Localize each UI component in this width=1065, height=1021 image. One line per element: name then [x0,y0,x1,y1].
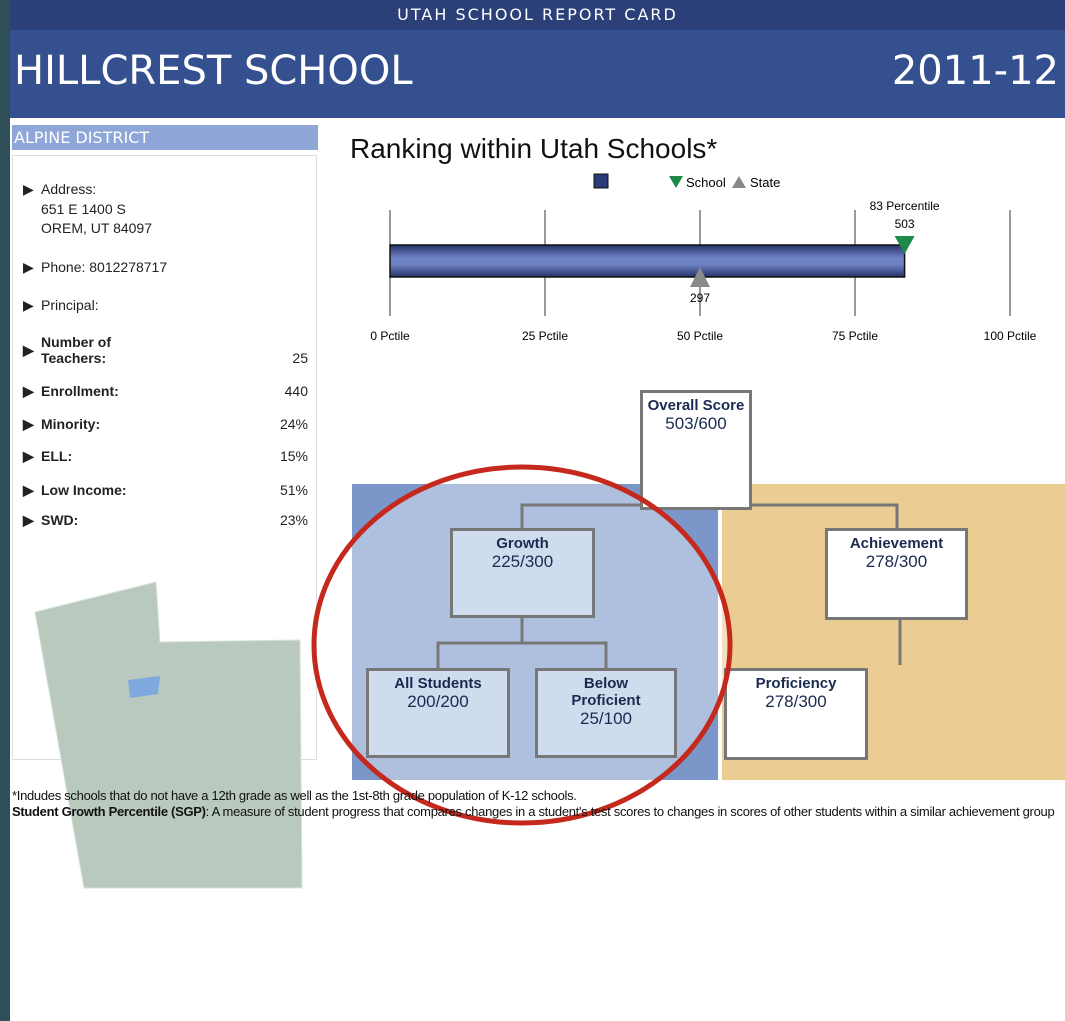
sgp-note: Student Growth Percentile (SGP): A measu… [12,804,1062,820]
phone-label: Phone: [41,259,86,275]
district-highlight [128,676,160,698]
stat-value: 24% [279,416,308,432]
title-band: HILLCREST SCHOOL 2011-12 [10,30,1065,118]
tick-label: 0 Pctile [370,329,410,343]
stat-label: Enrollment: [41,383,119,399]
node-score: 278/300 [765,692,827,711]
stat-value: 51% [279,482,308,498]
utah-map [34,581,303,889]
legend-state: State [750,175,780,190]
overall-box: Overall Score 503/600 [640,390,752,510]
node-label: Overall Score [647,397,745,414]
stat-label: ELL: [41,448,73,464]
below-proficient-box: Below Proficient 25/100 [535,668,677,758]
legend-swatch [593,173,609,189]
school-marker [894,236,915,254]
sgp-term: Student Growth Percentile (SGP) [12,804,206,819]
tick-label: 25 Pctile [522,329,568,343]
stat-label: SWD: [41,512,79,528]
node-label: All Students [394,675,482,692]
stat-label: Low Income: [41,482,127,498]
stat-value: 25 [292,350,308,366]
school-score: 503 [895,217,915,231]
address-line-text: OREM, UT 84097 [41,220,153,236]
stat-value: 23% [279,512,308,528]
node-score: 278/300 [865,552,928,571]
tick-label: 50 Pctile [677,329,723,343]
phone-value: 8012278717 [89,259,168,275]
state-score: 297 [690,291,710,305]
address-label: Address: [41,181,97,197]
node-score: 25/100 [580,709,632,728]
footnote: *Indudes schools that do not have a 12th… [12,788,577,803]
node-score: 225/300 [491,552,554,571]
stat-value: 440 [284,383,308,399]
stat-value: 15% [279,448,308,464]
all-students-box: All Students 200/200 [366,668,510,758]
report-header: UTAH SCHOOL REPORT CARD [10,0,1065,30]
node-label: Below Proficient [571,675,641,709]
school-bar [389,244,906,278]
legend-school: School [686,175,726,190]
node-score: 200/200 [407,692,469,711]
stat-label: Number of Teachers: [41,334,111,366]
frame-strip [0,0,10,1021]
footnotes: *Indudes schools that do not have a 12th… [12,788,1062,820]
node-score: 503/600 [665,414,727,433]
proficiency-box: Proficiency 278/300 [724,668,868,760]
tick-label: 75 Pctile [832,329,878,343]
legend-school-icon [669,176,683,188]
sgp-text: : A measure of student progress that com… [205,804,1055,819]
school-name: HILLCREST SCHOOL [14,48,413,94]
node-label: Proficiency [755,675,837,692]
growth-box: Growth 225/300 [450,528,595,618]
legend-state-icon [732,176,746,188]
node-label: Growth [496,535,549,552]
state-marker [690,267,710,287]
tick-label: 100 Pctile [984,329,1037,343]
stat-label: Minority: [41,416,101,432]
school-percentile-label: 83 Percentile [870,199,940,213]
sidebar: ▶ Address: 651 E 1400 S OREM, UT 84097 ▶ P… [12,155,317,760]
principal-label: Principal: [41,297,99,313]
achievement-box: Achievement 278/300 [825,528,968,620]
year: 2011-12 [891,48,1059,94]
address-line-text: 651 E 1400 S [41,201,126,217]
node-label: Achievement [849,535,944,552]
district: ALPINE DISTRICT [12,125,318,150]
ranking-title: Ranking within Utah Schools* [350,133,717,164]
